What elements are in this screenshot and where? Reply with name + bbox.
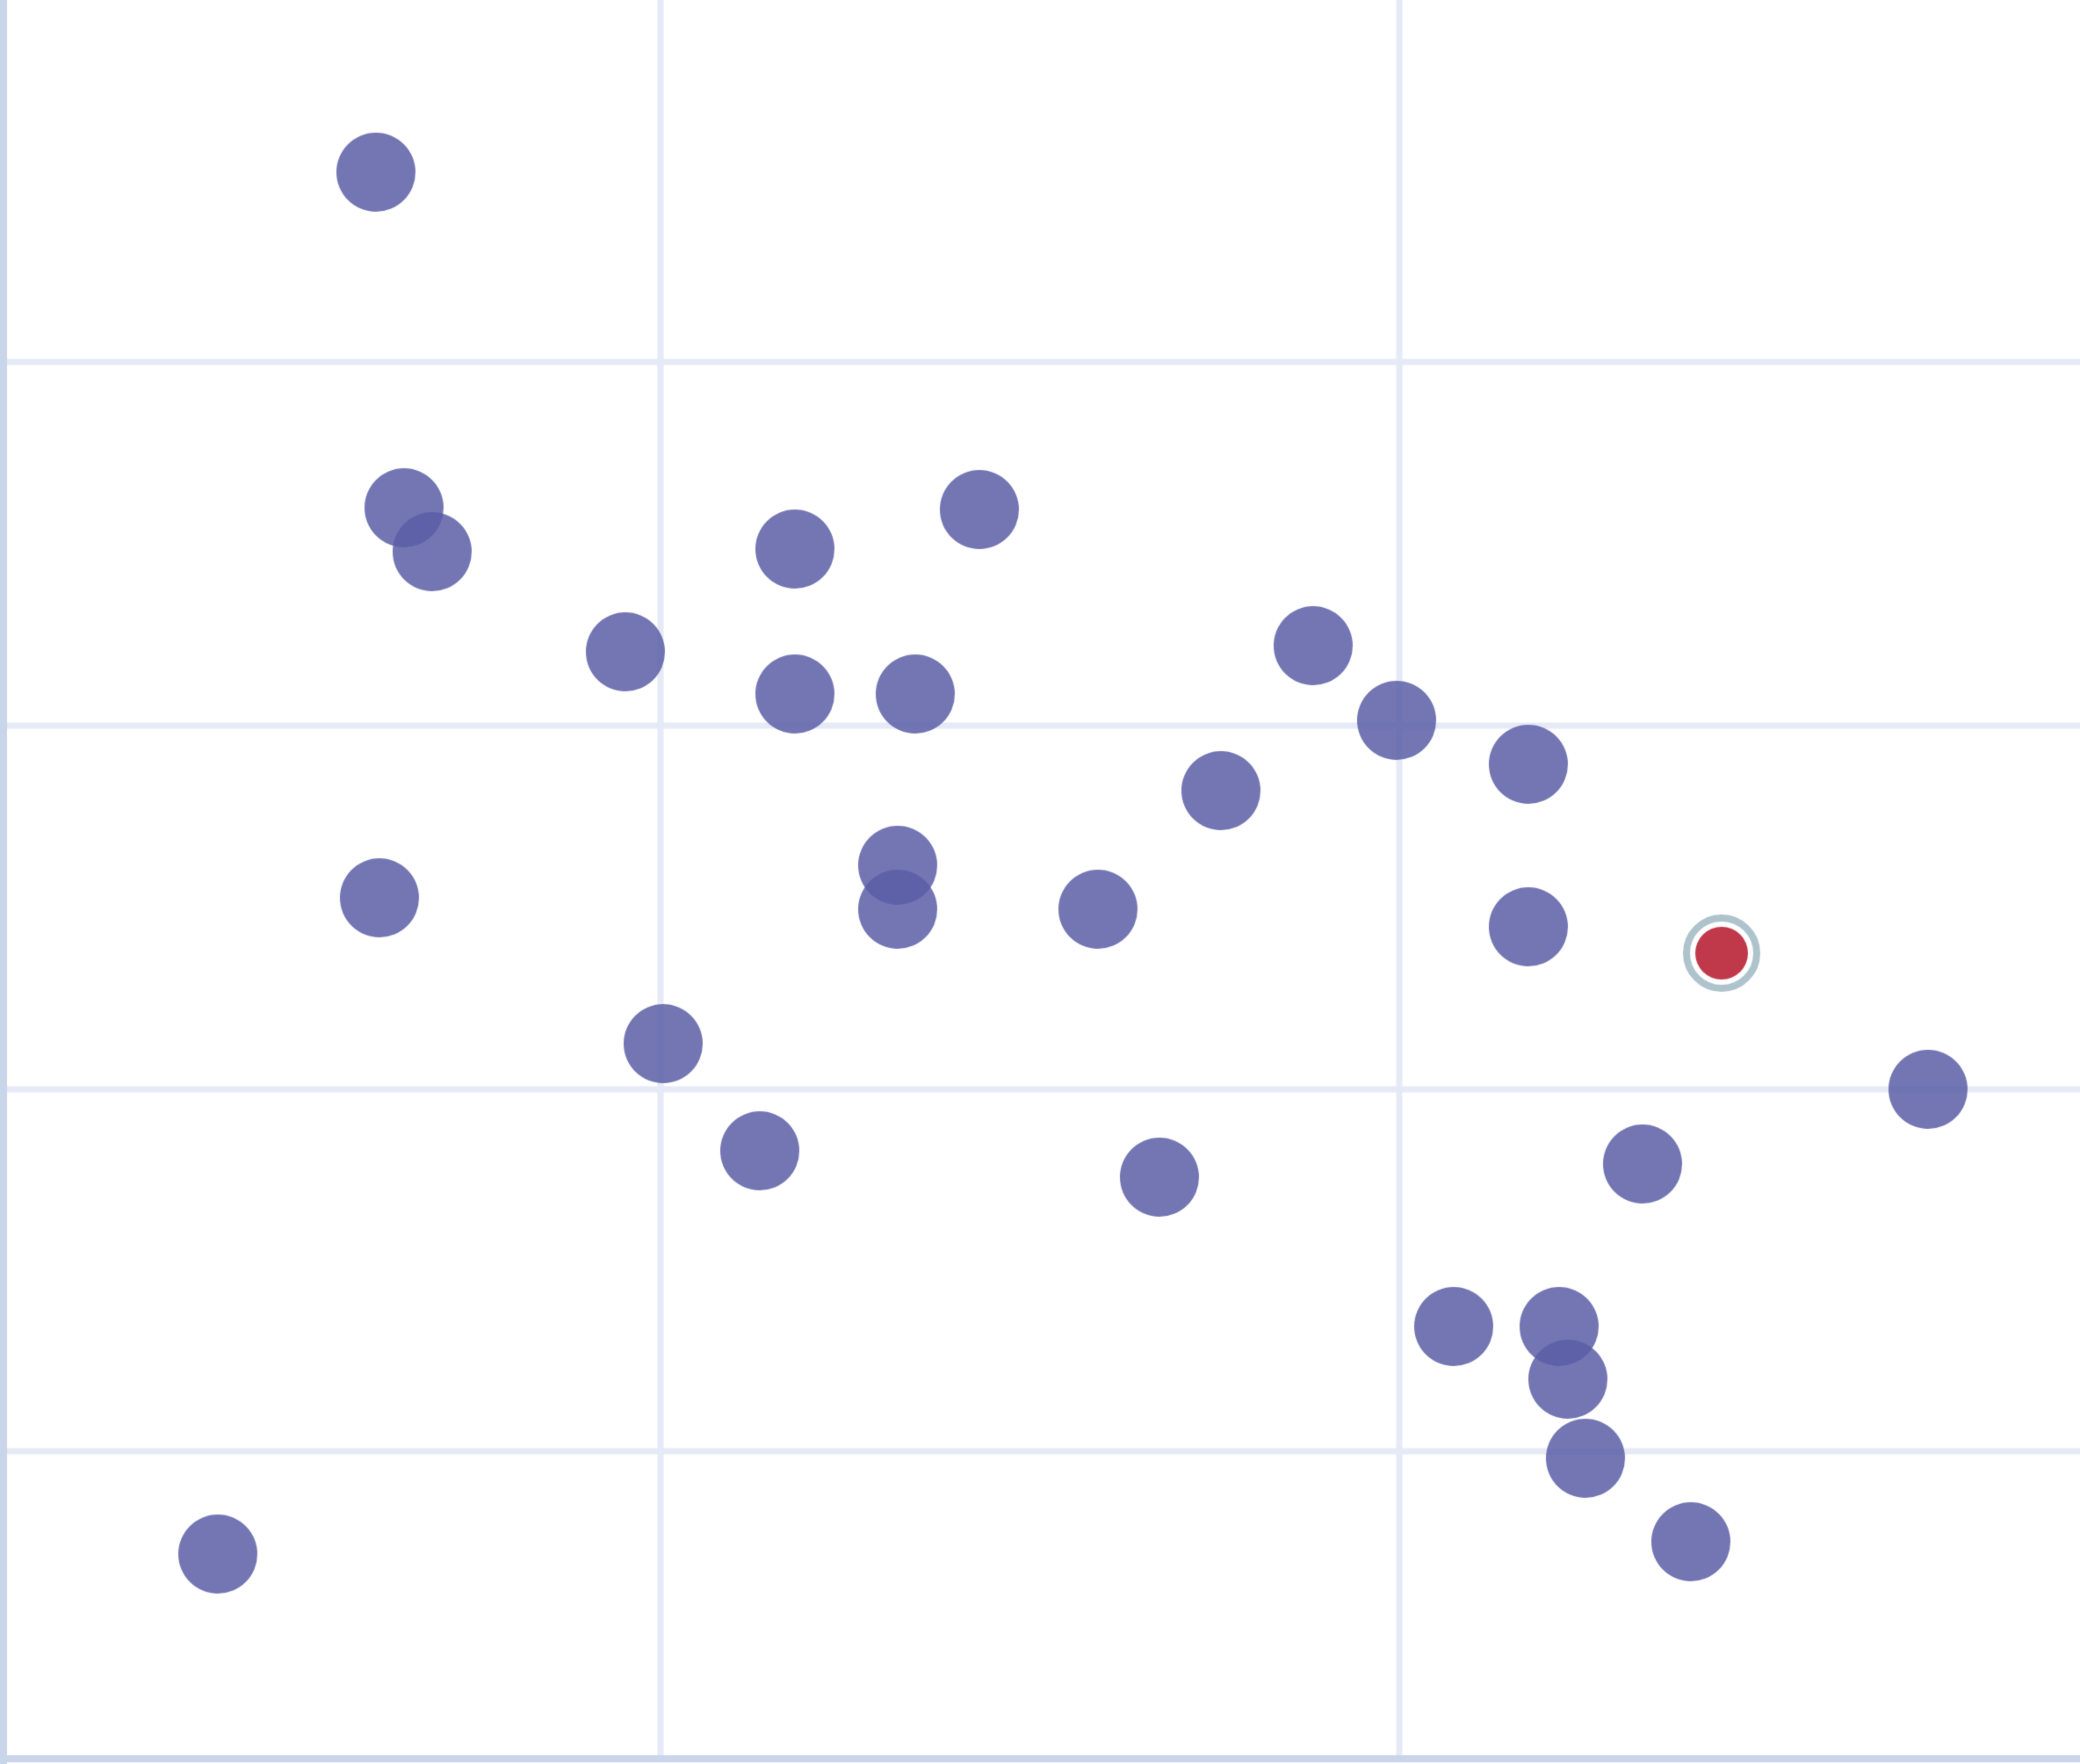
scatter-plot-canvas[interactable] [0, 0, 2080, 1764]
scatter-plot-container [0, 0, 2080, 1764]
